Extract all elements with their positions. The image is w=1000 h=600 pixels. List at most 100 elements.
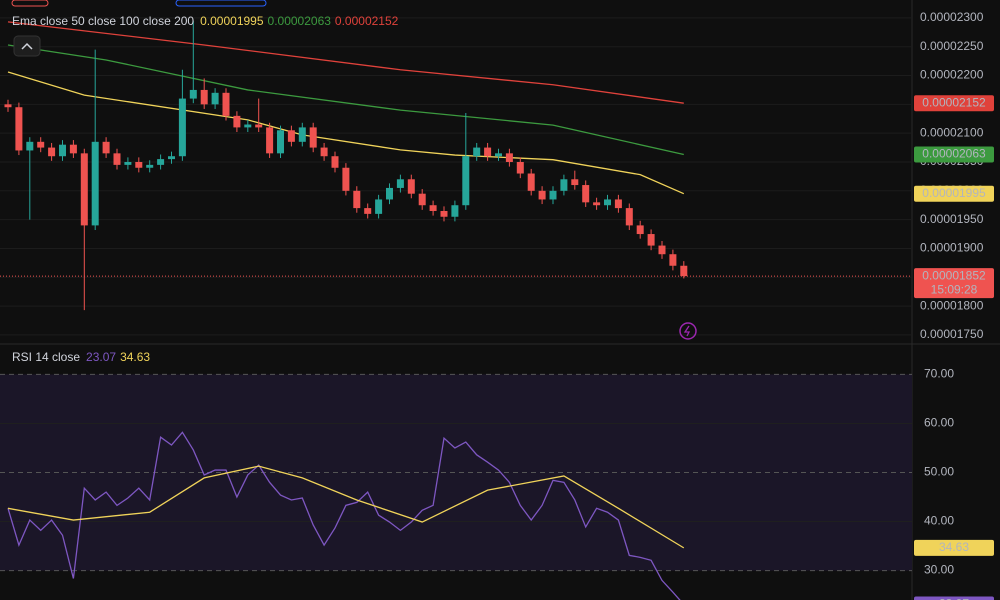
candle-body <box>658 245 666 255</box>
candle-body <box>331 156 339 168</box>
y-tick-label: 0.00002250 <box>920 39 984 53</box>
candle-body <box>91 141 99 226</box>
ema-line <box>7 71 685 195</box>
ema-badge-bg <box>914 185 994 202</box>
rsi-line <box>7 431 681 600</box>
y-tick-label: 0.00002300 <box>920 10 984 24</box>
candle-body <box>37 141 45 148</box>
candle-body <box>26 141 34 151</box>
candle-body <box>178 98 186 157</box>
candle-body <box>48 147 56 157</box>
rsi-line <box>7 465 685 549</box>
ema-badge: 0.00002063 <box>922 147 986 161</box>
candle-body <box>266 127 274 154</box>
ema-badge-bg <box>914 95 994 112</box>
candle-body <box>647 234 655 246</box>
candle-body <box>669 254 677 266</box>
candle-body <box>15 107 23 151</box>
sell-button[interactable] <box>11 0 49 7</box>
candle-body <box>625 208 633 226</box>
candle-body <box>309 127 317 148</box>
candle-body <box>287 130 295 142</box>
candle-body <box>636 225 644 235</box>
candle-body <box>495 153 502 157</box>
candle-body <box>353 190 361 209</box>
candle-body <box>233 115 241 128</box>
rsi-legend-title: RSI 14 close <box>12 350 80 364</box>
candle-body <box>505 153 513 162</box>
candle-body <box>484 147 492 157</box>
last-price-badge-bg <box>914 268 994 299</box>
y-tick-label: 60.00 <box>924 416 954 430</box>
candle-body <box>386 187 393 200</box>
candle-body <box>516 161 524 174</box>
alert-bolt <box>683 325 691 337</box>
candle-body <box>102 141 110 154</box>
ema-legend: Ema close 50 close 100 close 200 0.000019… <box>12 14 399 28</box>
candle-body <box>113 153 121 165</box>
rsi-pane <box>0 373 912 600</box>
y-tick-label: 40.00 <box>924 514 954 528</box>
candle-body <box>538 190 546 200</box>
candle-body <box>429 205 437 211</box>
candle-body <box>80 153 88 226</box>
candle-body <box>593 202 601 206</box>
candle-body <box>680 265 688 277</box>
candle-body <box>157 159 165 165</box>
ema100-value: 0.00002063 <box>268 14 332 28</box>
rsi-badge: 34.63 <box>939 540 969 554</box>
rsi-legend: RSI 14 close 23.07 34.63 <box>12 350 150 364</box>
y-tick-label: 0.00002200 <box>920 68 984 82</box>
rsi-badge-bg <box>914 539 994 556</box>
candle-body <box>473 147 481 157</box>
countdown: 15:09:28 <box>931 282 978 296</box>
candle-body <box>298 127 306 142</box>
ema-badge: 0.00001995 <box>922 186 986 200</box>
ema-legend-title: Ema close 50 close 100 close 200 <box>12 14 194 28</box>
rsi-badge-bg <box>914 596 994 600</box>
y-tick-label: 0.00002100 <box>920 125 984 139</box>
ema-line <box>7 44 684 156</box>
y-tick-label: 0.00001800 <box>920 298 984 312</box>
candle-body <box>364 208 372 214</box>
candle-body <box>342 167 350 191</box>
candle-body <box>527 173 535 191</box>
y-tick-label: 0.00001750 <box>920 327 984 341</box>
candle-body <box>211 92 219 105</box>
buy-button[interactable] <box>175 0 267 7</box>
candle-body <box>200 89 208 105</box>
alert-icon[interactable] <box>679 322 697 340</box>
ema50-value: 0.00001995 <box>200 14 264 28</box>
price-pane <box>0 17 912 336</box>
rsi-badge: 23.07 <box>939 597 969 600</box>
candle-body <box>462 156 470 206</box>
rsi-value: 23.07 <box>86 350 116 364</box>
candle-body <box>255 124 263 128</box>
candle-body <box>604 199 611 206</box>
y-tick-label: 0.00001950 <box>920 212 984 226</box>
ema-line <box>7 21 684 104</box>
candle-body <box>451 205 459 217</box>
candle-body <box>146 164 154 168</box>
ema-badge-bg <box>914 146 994 163</box>
candle-body <box>440 210 448 217</box>
candle-body <box>189 89 197 99</box>
candle-body <box>168 156 175 160</box>
candle-body <box>59 144 66 157</box>
ema200-value: 0.00002152 <box>335 14 399 28</box>
y-tick-label: 30.00 <box>924 563 954 577</box>
collapse-button[interactable] <box>13 35 41 57</box>
axes: 0.000023000.000022500.000022000.00002150… <box>914 10 994 600</box>
candle-body <box>560 179 568 191</box>
rsi-ma-value: 34.63 <box>120 350 150 364</box>
candle-body <box>222 92 230 116</box>
candle-body <box>407 179 415 194</box>
candle-body <box>124 161 132 165</box>
candle-body <box>244 124 252 128</box>
candle-body <box>320 147 328 157</box>
candle-body <box>549 190 557 200</box>
candle-body <box>571 179 579 186</box>
candle-body <box>418 193 426 206</box>
